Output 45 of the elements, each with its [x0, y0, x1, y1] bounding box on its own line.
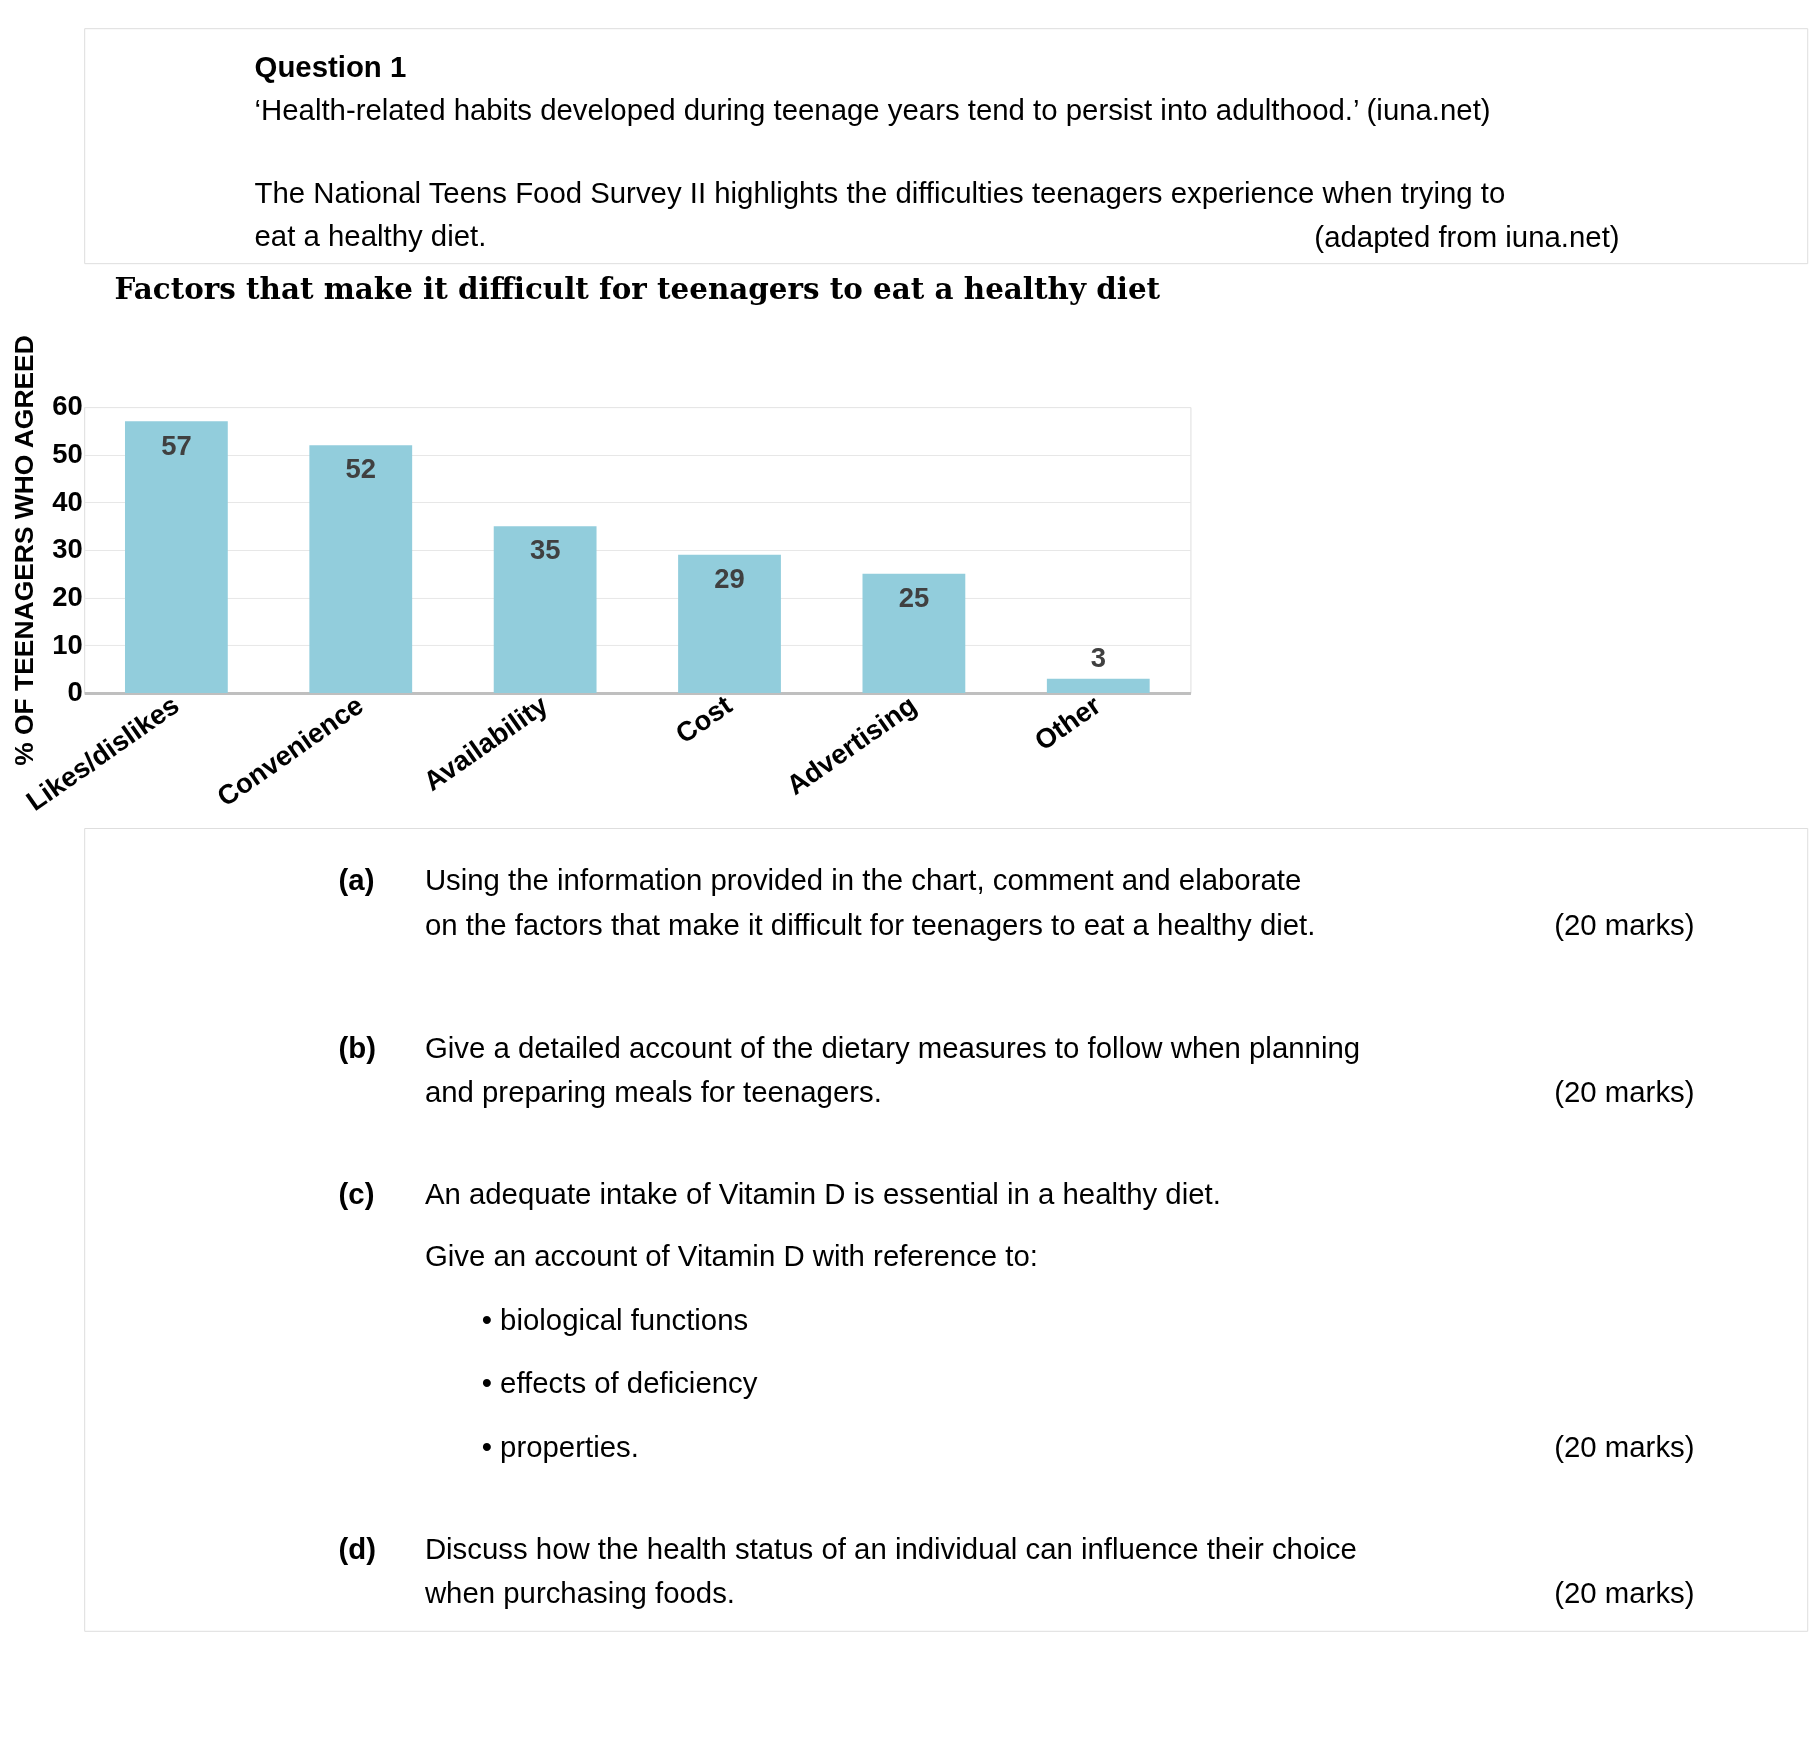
text: An adequate intake of Vitamin D is essential in a healthy diet.	[424, 1176, 1221, 1210]
text: • effects of deficiency	[481, 1366, 758, 1400]
y-tick-label: 60	[52, 390, 83, 422]
text: when purchasing foods.	[423, 1576, 735, 1610]
text: (20 marks)	[1554, 1074, 1695, 1108]
bar	[493, 526, 597, 693]
text: Using the information provided in the chart, comment and elaborate	[424, 863, 1302, 897]
text: (20 marks)	[1554, 907, 1695, 941]
y-tick-label: 30	[52, 533, 83, 565]
bar	[309, 445, 413, 693]
y-tick-label: 40	[52, 485, 83, 517]
y-tick-label: 0	[67, 676, 83, 708]
text: (a)	[338, 863, 375, 897]
text: (c)	[338, 1176, 375, 1210]
bar	[1046, 678, 1150, 693]
text: (20 marks)	[1554, 1429, 1695, 1463]
y-tick-label: 10	[52, 628, 83, 660]
text: The National Teens Food Survey II highlights the difficulties teenagers experience when trying to	[254, 175, 1506, 209]
text: (d)	[338, 1532, 377, 1566]
text: (b)	[338, 1031, 377, 1065]
text: Give a detailed account of the dietary measures to follow when planning	[424, 1031, 1361, 1065]
x-tick-label: Cost	[669, 689, 738, 750]
data-label: 3	[1090, 641, 1106, 673]
text: Question 1	[254, 49, 407, 83]
text: (20 marks)	[1554, 1576, 1695, 1610]
text: ‘Health-related habits developed during teenage years tend to persist into adulthood.’ (iuna.net)	[254, 92, 1491, 126]
text: on the factors that make it difficult for teenagers to eat a healthy diet.	[424, 907, 1316, 941]
bar	[678, 554, 781, 693]
text: and preparing meals for teenagers.	[424, 1074, 882, 1108]
text: Discuss how the health status of an individual can influence their choice	[424, 1532, 1357, 1566]
data-label: 57	[161, 429, 192, 461]
text: • biological functions	[481, 1302, 749, 1336]
text: (adapted from iuna.net)	[1314, 220, 1620, 254]
text: eat a healthy diet.	[254, 218, 487, 252]
bar	[862, 573, 966, 693]
text: Give an account of Vitamin D with reference to:	[424, 1239, 1038, 1273]
data-label: 25	[898, 582, 930, 614]
data-label: 52	[345, 453, 376, 485]
text: • properties.	[481, 1429, 639, 1463]
chart-title: Factors that make it difficult for teenagers to eat a healthy diet	[114, 270, 1161, 306]
data-label: 29	[714, 563, 745, 595]
y-tick-label: 50	[52, 438, 83, 470]
y-tick-label: 20	[52, 580, 83, 612]
bar	[124, 421, 228, 693]
data-label: 35	[529, 534, 561, 566]
